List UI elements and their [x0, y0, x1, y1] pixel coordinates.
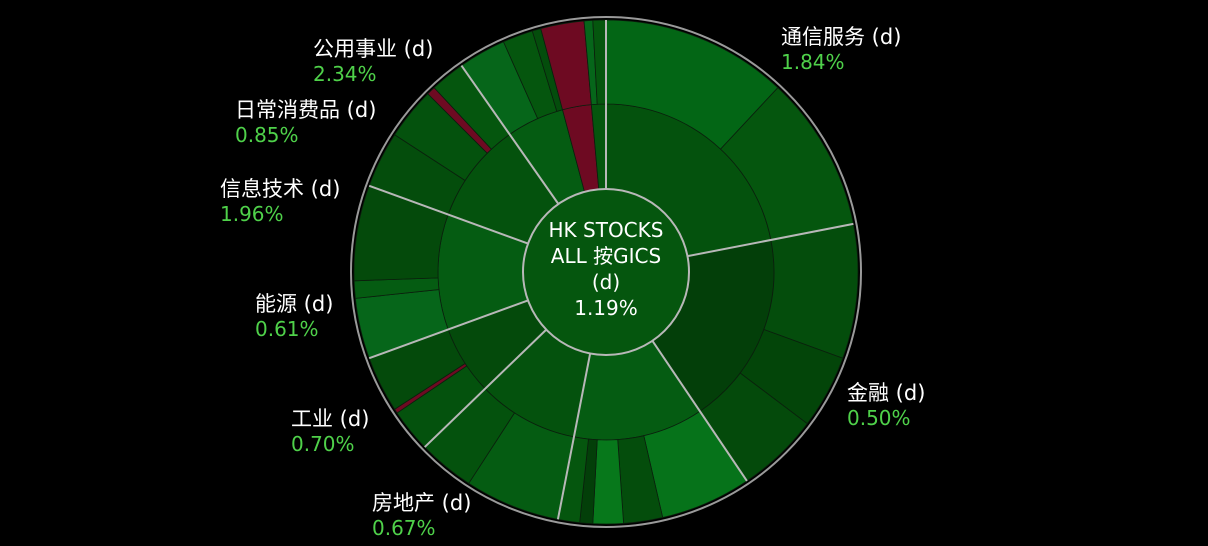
sector-change: 0.85%: [235, 123, 299, 147]
sector-change: 1.84%: [781, 50, 845, 74]
sector-name: 工业 (d): [291, 407, 370, 431]
sector-name: 公用事业 (d): [313, 37, 434, 61]
sector-label-info-tech[interactable]: 信息技术 (d) 1.96%: [220, 177, 340, 227]
sector-label-consumer-staples[interactable]: 日常消费品 (d) 0.85%: [235, 98, 376, 148]
sector-name: 金融 (d): [847, 381, 926, 405]
sector-label-energy[interactable]: 能源 (d) 0.61%: [255, 292, 333, 342]
outer-ring: [350, 16, 862, 528]
sector-label-financials[interactable]: 金融 (d) 0.50%: [847, 381, 925, 431]
sector-change: 0.50%: [847, 406, 911, 430]
center-title-line2: ALL 按GICS: [550, 244, 662, 268]
sector-separators: [368, 20, 854, 520]
sector-separator-3: [556, 353, 592, 520]
sector-label-industrials[interactable]: 工业 (d) 0.70%: [291, 407, 369, 457]
sector-name: 通信服务 (d): [781, 25, 902, 49]
sector-separator-2: [651, 340, 748, 482]
sector-separator-4: [424, 328, 547, 448]
sector-change: 1.96%: [220, 202, 284, 226]
sector-change: 0.61%: [255, 317, 319, 341]
sector-separator-1: [687, 222, 854, 258]
sector-separator-7: [460, 65, 560, 205]
center-disc[interactable]: [522, 188, 690, 356]
sector-change: 0.70%: [291, 432, 355, 456]
sector-name: 能源 (d): [255, 292, 334, 316]
sunburst-rings: [353, 19, 859, 525]
sector-name: 房地产 (d): [372, 491, 472, 515]
sector-change: 0.67%: [372, 516, 436, 540]
center-title-line3: (d): [591, 270, 621, 294]
center-value: 1.19%: [574, 296, 638, 320]
sector-name: 日常消费品 (d): [235, 98, 377, 122]
sector-change: 2.34%: [313, 62, 377, 86]
sector-separator-5: [368, 299, 529, 360]
sub-industry-segment-2-0-2[interactable]: [592, 439, 625, 525]
sector-separator-6: [368, 184, 529, 245]
sector-label-communication[interactable]: 通信服务 (d) 1.84%: [781, 25, 901, 75]
sector-label-real-estate[interactable]: 房地产 (d) 0.67%: [372, 491, 471, 541]
sector-label-utilities[interactable]: 公用事业 (d) 2.34%: [313, 37, 433, 87]
center-title-line1: HK STOCKS: [548, 218, 664, 242]
sector-name: 信息技术 (d): [220, 177, 341, 201]
center-label[interactable]: HK STOCKS ALL 按GICS (d) 1.19%: [520, 217, 692, 321]
